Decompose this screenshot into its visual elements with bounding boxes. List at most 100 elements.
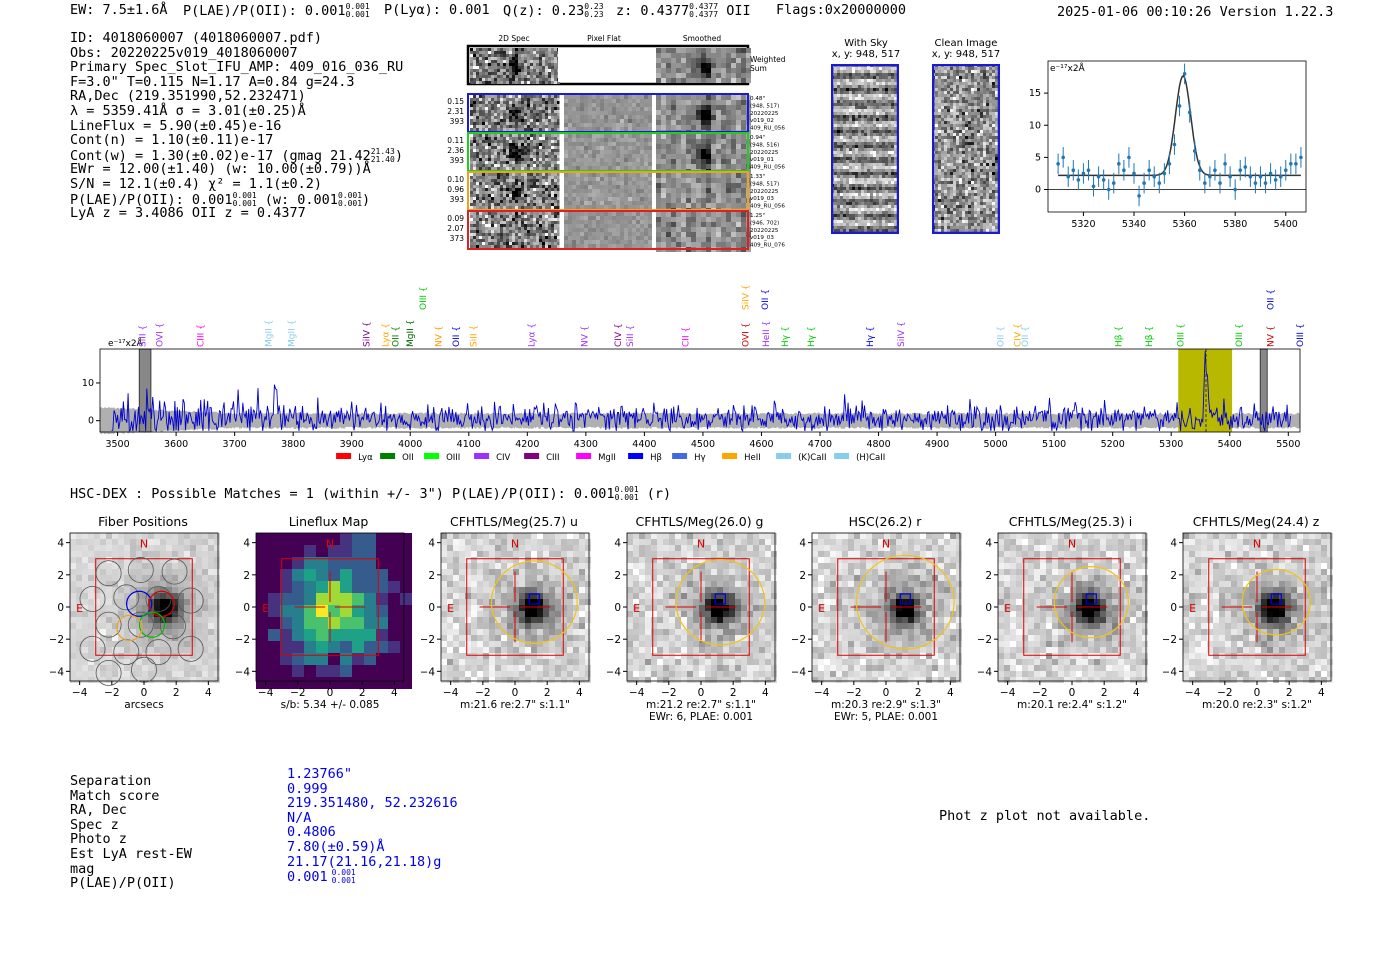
sky-pixel [834,169,837,172]
clean-pixel [947,82,950,85]
clean-pixel [989,187,992,190]
spec2d-row-left: 393 [450,195,465,204]
clean-pixel [959,106,962,109]
clean-pixel [992,82,995,85]
clean-pixel [968,145,971,148]
stamp-ytick: −4 [607,666,621,678]
sky-pixel [888,88,891,91]
clean-pixel [968,139,971,142]
clean-pixel [992,88,995,91]
sky-pixel [870,85,873,88]
sky-pixel [888,139,891,142]
clean-pixel [950,217,953,220]
sky-pixel [885,130,888,133]
sky-pixel [834,145,837,148]
stamp-ytick: 0 [243,602,250,614]
clean-pixel [944,208,947,211]
sky-pixel [891,79,894,82]
clean-pixel [971,115,974,118]
match-label: RA, Dec [70,802,127,819]
sky-pixel [888,67,891,70]
sky-pixel [894,193,897,196]
clean-pixel [950,88,953,91]
stamp-ytick: −2 [50,634,64,646]
sky-pixel [885,118,888,121]
clean-pixel [986,112,989,115]
sky-pixel [837,139,840,142]
sky-pixel [885,154,888,157]
sky-pixel [882,217,885,220]
line-marker-label: Hγ { [866,326,876,347]
sky-pixel [885,109,888,112]
clean-pixel [953,73,956,76]
header-ew: EW: 7.5±1.6Å [70,2,168,18]
sky-pixel [894,103,897,106]
stamp-xtick: 0 [326,687,333,699]
search-box [466,558,564,656]
sky-pixel [876,70,879,73]
sky-pixel [858,187,861,190]
sky-pixel [885,145,888,148]
clean-pixel [992,157,995,160]
clean-pixel [944,157,947,160]
sky-pixel [864,112,867,115]
sky-pixel [855,172,858,175]
sky-pixel [882,112,885,115]
line-marker: CII { [681,327,691,347]
clean-pixel [935,163,938,166]
spectrum-xtick: 3800 [281,439,305,450]
clean-pixel [974,73,977,76]
zoom-point [1111,181,1116,185]
clean-pixel [971,100,974,103]
sky-pixel [879,211,882,214]
sky-pixel [879,148,882,151]
clean-pixel [971,208,974,211]
sky-pixel [852,145,855,148]
clean-pixel [980,220,983,223]
clean-pixel [983,223,986,226]
clean-pixel [995,115,998,118]
sky-pixel [873,127,876,130]
clean-pixel [941,115,944,118]
zoom-xtick: 5380 [1223,219,1247,230]
clean-pixel [974,196,977,199]
clean-pixel [941,217,944,220]
sky-pixel [876,199,879,202]
sky-pixel [882,130,885,133]
sky-pixel [876,223,879,226]
sky-pixel [870,154,873,157]
clean-pixel [977,211,980,214]
sky-pixel [876,115,879,118]
clean-pixel [968,208,971,211]
clean-pixel [962,76,965,79]
clean-pixel [980,124,983,127]
clean-pixel [986,136,989,139]
sky-pixel [894,220,897,223]
sky-pixel [891,214,894,217]
clean-pixel [950,178,953,181]
clean-pixel [995,124,998,127]
sky-pixel [891,169,894,172]
clean-pixel [953,106,956,109]
clean-pixel [953,112,956,115]
sky-pixel [858,73,861,76]
clean-pixel [941,85,944,88]
sky-pixel [837,166,840,169]
clean-pixel [953,178,956,181]
clean-pixel [953,97,956,100]
sky-pixel [894,106,897,109]
clean-pixel [974,82,977,85]
clean-pixel [962,91,965,94]
stamp-xtick: 2 [544,687,551,699]
clean-pixel [941,181,944,184]
clean-pixel [950,130,953,133]
sky-pixel [876,142,879,145]
clean-pixel [962,79,965,82]
clean-pixel [956,76,959,79]
clean-pixel [935,106,938,109]
sky-pixel [870,229,873,232]
clean-pixel [965,142,968,145]
clean-pixel [947,133,950,136]
sky-pixel [834,223,837,226]
sky-pixel [846,79,849,82]
